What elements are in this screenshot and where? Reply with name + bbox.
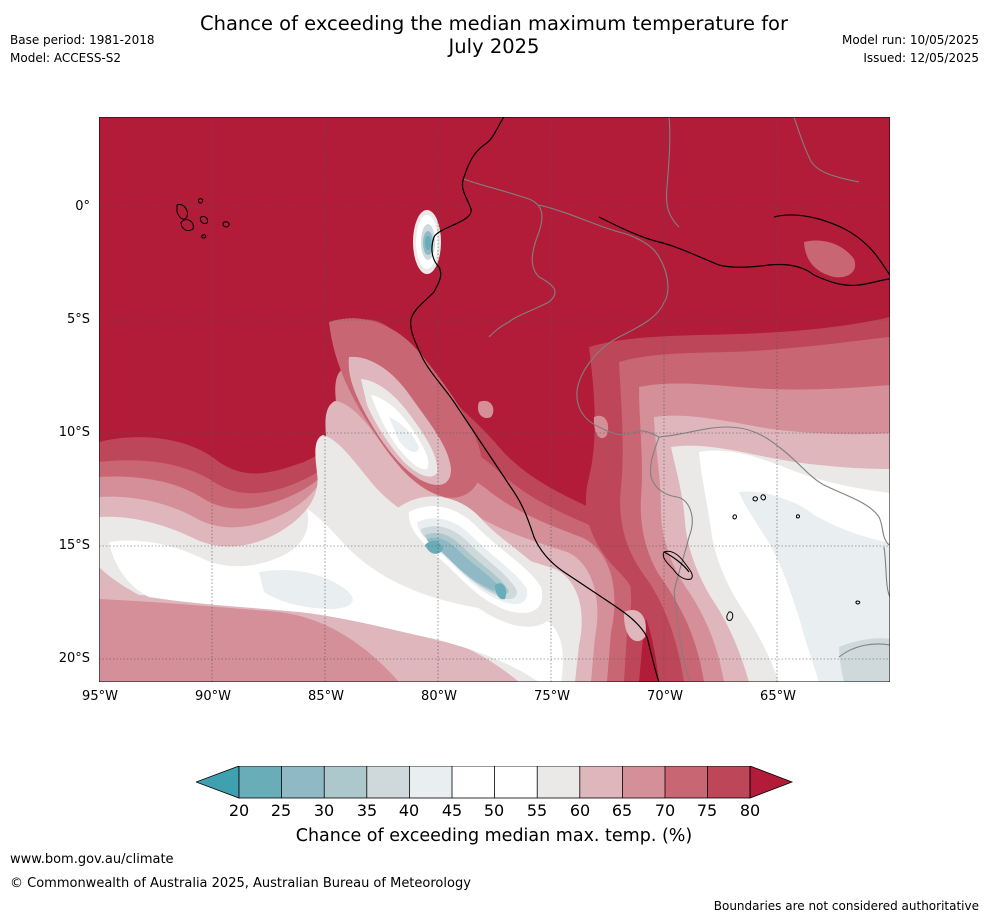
lake-titicaca xyxy=(662,550,693,580)
colorbar-tick-30: 30 xyxy=(313,801,335,820)
colorbar-35-40 xyxy=(366,766,410,798)
colorbar-tick-25: 25 xyxy=(270,801,292,820)
colorbar-tick-35: 35 xyxy=(356,801,378,820)
title-line-1: Chance of exceeding the median maximum t… xyxy=(199,12,789,35)
footer-url: www.bom.gov.au/climate xyxy=(10,852,174,867)
colorbar-50-55 xyxy=(494,766,538,798)
lon-label-95w: 95°W xyxy=(82,689,118,704)
colorbar-tick-50: 50 xyxy=(483,801,505,820)
region-65-70-spot1 xyxy=(477,400,494,419)
footer-copyright: © Commonwealth of Australia 2025, Austra… xyxy=(10,876,471,891)
colorbar-60-65 xyxy=(579,766,623,798)
colorbar-tick-60: 60 xyxy=(569,801,591,820)
colorbar-75-80 xyxy=(707,766,750,798)
lon-label-90w: 90°W xyxy=(195,689,231,704)
meta-right: Model run: 10/05/2025 Issued: 12/05/2025 xyxy=(842,31,979,67)
model-name: Model: ACCESS-S2 xyxy=(10,51,122,65)
footer-disclaimer: Boundaries are not considered authoritat… xyxy=(713,899,979,913)
region-25-30-cold xyxy=(427,537,501,591)
colorbar-55-60 xyxy=(537,766,580,798)
colorbar-tick-55: 55 xyxy=(526,801,548,820)
colorbar-40-45 xyxy=(409,766,452,798)
colorbar-high-extend xyxy=(749,766,794,799)
region-40-45-sw xyxy=(259,570,353,609)
colorbar-30-35 xyxy=(324,766,367,798)
colorbar-tick-70: 70 xyxy=(654,801,676,820)
colorbar-tick-20: 20 xyxy=(228,801,250,820)
coastline xyxy=(410,117,890,682)
colorbar-tick-65: 65 xyxy=(611,801,633,820)
title-line-2: July 2025 xyxy=(448,35,540,58)
lon-label-80w: 80°W xyxy=(421,689,457,704)
model-run: Model run: 10/05/2025 xyxy=(841,33,979,47)
colorbar-tick-45: 45 xyxy=(441,801,463,820)
lon-label-65w: 65°W xyxy=(760,689,796,704)
colorbar-tick-75: 75 xyxy=(696,801,718,820)
colorbar-20-25 xyxy=(239,766,282,798)
region-40-45-east-bolivia xyxy=(754,496,814,517)
lon-label-75w: 75°W xyxy=(534,689,570,704)
chart-title: Chance of exceeding the median maximum t… xyxy=(0,12,988,58)
region-20-25-north xyxy=(425,236,431,250)
lat-label-10s: 10°S xyxy=(58,425,90,440)
colorbar xyxy=(196,766,794,799)
colorbar-low-extend xyxy=(196,766,240,799)
lat-label-5s: 5°S xyxy=(66,312,90,327)
meta-left: Base period: 1981-2018 Model: ACCESS-S2 xyxy=(10,31,155,67)
issued-date: Issued: 12/05/2025 xyxy=(863,51,979,65)
region-40-45-coast xyxy=(389,417,419,453)
graticule xyxy=(99,117,890,682)
colorbar-65-70 xyxy=(622,766,665,798)
region-40-45-east xyxy=(739,491,890,682)
region-70-75-peru-inland xyxy=(593,415,609,439)
lat-label-20s: 20°S xyxy=(58,651,90,666)
galapagos-islands xyxy=(176,198,230,239)
lon-label-85w: 85°W xyxy=(308,689,344,704)
region-20-25-cold xyxy=(425,540,507,600)
lat-label-15s: 15°S xyxy=(58,538,90,553)
colorbar-45-50 xyxy=(452,766,495,798)
probability-map xyxy=(99,117,890,682)
colorbar-70-75 xyxy=(665,766,708,798)
lat-label-0: 0° xyxy=(75,199,90,214)
colorbar-title: Chance of exceeding median max. temp. (%… xyxy=(295,826,693,846)
colorbar-tick-80: 80 xyxy=(739,801,761,820)
region-70-75-ne xyxy=(804,240,856,278)
region-65-70-spot2 xyxy=(623,609,646,642)
lon-label-70w: 70°W xyxy=(647,689,683,704)
country-borders xyxy=(463,117,890,682)
colorbar-25-30 xyxy=(281,766,325,798)
base-period: Base period: 1981-2018 xyxy=(10,33,155,47)
small-lakes xyxy=(726,494,861,621)
colorbar-tick-40: 40 xyxy=(398,801,420,820)
